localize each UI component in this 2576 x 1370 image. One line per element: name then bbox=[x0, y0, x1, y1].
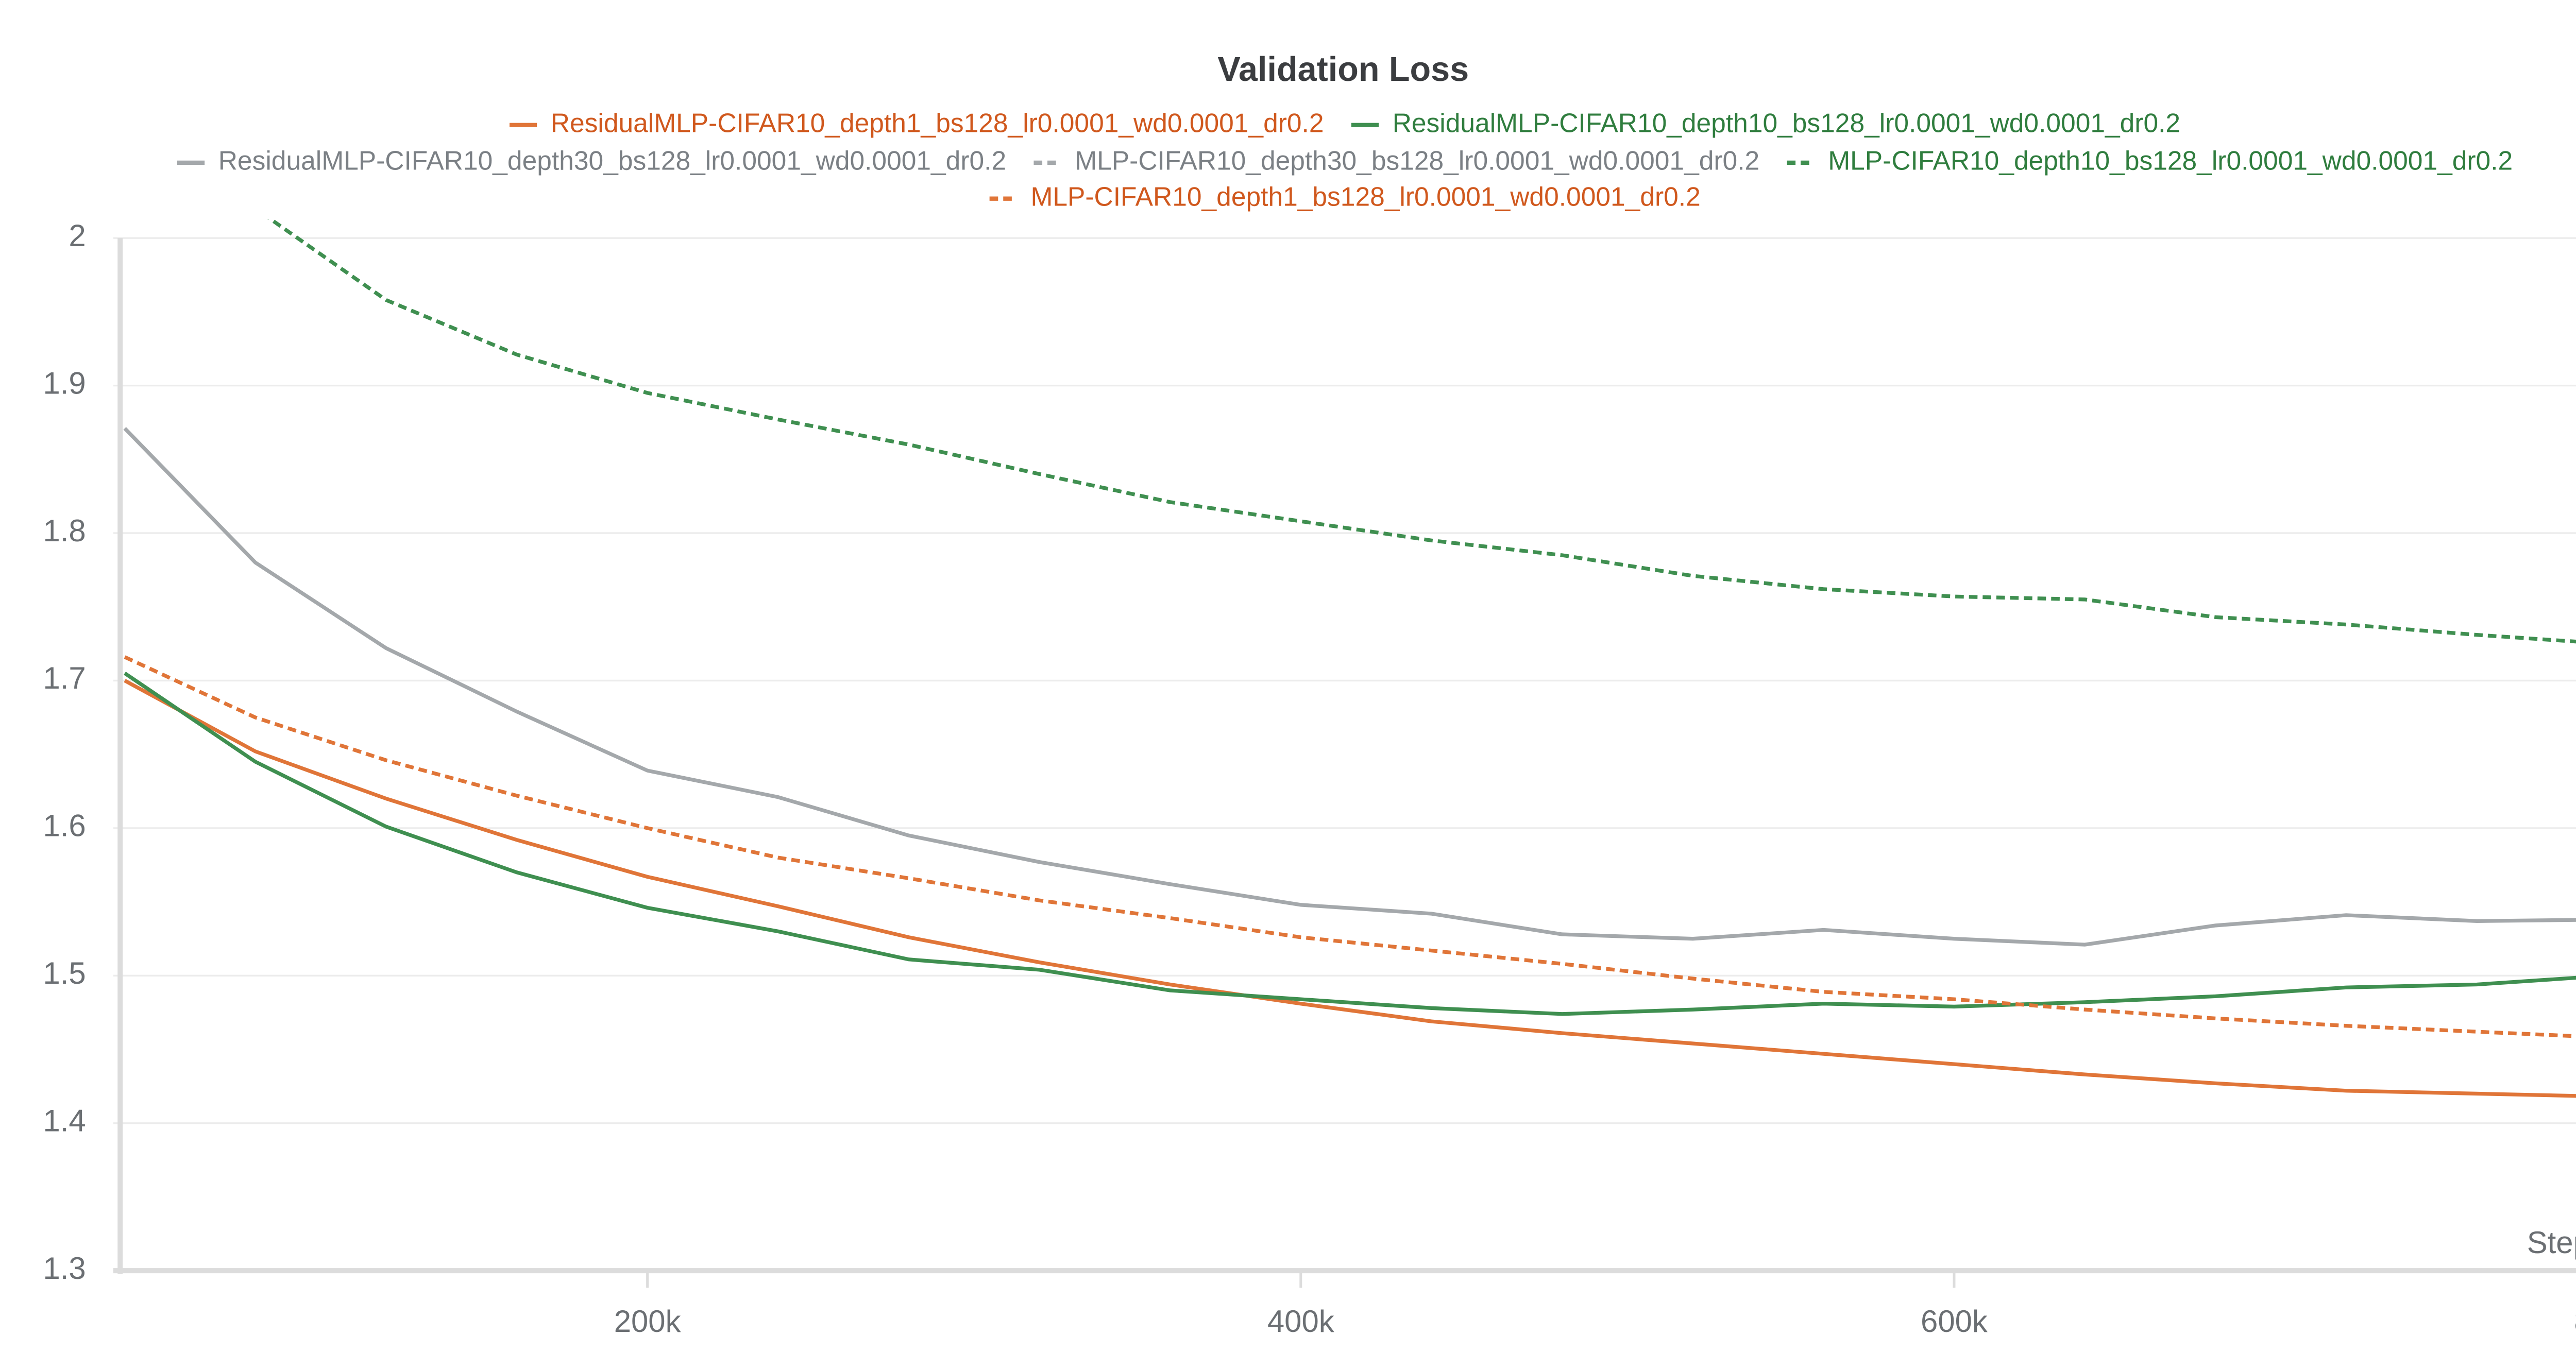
line-series bbox=[124, 679, 2576, 1098]
y-tick-label: 2 bbox=[69, 218, 86, 253]
line-series bbox=[267, 219, 2576, 644]
legend-label: MLP-CIFAR10_depth1_bs128_lr0.0001_wd0.00… bbox=[1030, 181, 1700, 211]
legend-item[interactable]: ResidualMLP-CIFAR10_depth1_bs128_lr0.000… bbox=[509, 108, 1324, 138]
chart-title: Validation Loss bbox=[1217, 50, 1469, 89]
legend-label: ResidualMLP-CIFAR10_depth30_bs128_lr0.00… bbox=[218, 145, 1006, 175]
y-tick-label: 1.5 bbox=[43, 956, 86, 990]
legend-item[interactable]: MLP-CIFAR10_depth10_bs128_lr0.0001_wd0.0… bbox=[1787, 145, 2513, 175]
y-tick-label: 1.8 bbox=[43, 513, 86, 548]
legend-label: MLP-CIFAR10_depth10_bs128_lr0.0001_wd0.0… bbox=[1828, 145, 2513, 175]
y-tick-label: 1.4 bbox=[43, 1104, 86, 1138]
line-series bbox=[123, 427, 2576, 947]
line-series bbox=[124, 655, 2576, 1038]
legend-item[interactable]: MLP-CIFAR10_depth1_bs128_lr0.0001_wd0.00… bbox=[989, 181, 1701, 211]
x-tick-label: 400k bbox=[1267, 1304, 1335, 1339]
x-tick-label: 600k bbox=[1921, 1304, 1988, 1339]
plot-area bbox=[123, 219, 2576, 1098]
x-tick-label: 800k bbox=[2574, 1304, 2576, 1339]
y-tick-label: 1.3 bbox=[43, 1251, 86, 1286]
legend-label: MLP-CIFAR10_depth30_bs128_lr0.0001_wd0.0… bbox=[1075, 145, 1759, 175]
line-series bbox=[124, 672, 2576, 1016]
legend-label: ResidualMLP-CIFAR10_depth1_bs128_lr0.000… bbox=[551, 108, 1324, 138]
legend-item[interactable]: ResidualMLP-CIFAR10_depth10_bs128_lr0.00… bbox=[1351, 108, 2180, 138]
y-tick-label: 1.7 bbox=[43, 661, 86, 695]
legend-label: ResidualMLP-CIFAR10_depth10_bs128_lr0.00… bbox=[1393, 108, 2180, 138]
legend-item[interactable]: MLP-CIFAR10_depth30_bs128_lr0.0001_wd0.0… bbox=[1033, 145, 1759, 175]
x-tick-label: 200k bbox=[614, 1304, 682, 1339]
x-axis-label: Step bbox=[2527, 1225, 2576, 1260]
y-tick-label: 1.6 bbox=[43, 809, 86, 843]
legend-item[interactable]: ResidualMLP-CIFAR10_depth30_bs128_lr0.00… bbox=[177, 145, 1006, 175]
y-tick-label: 1.9 bbox=[43, 366, 86, 400]
